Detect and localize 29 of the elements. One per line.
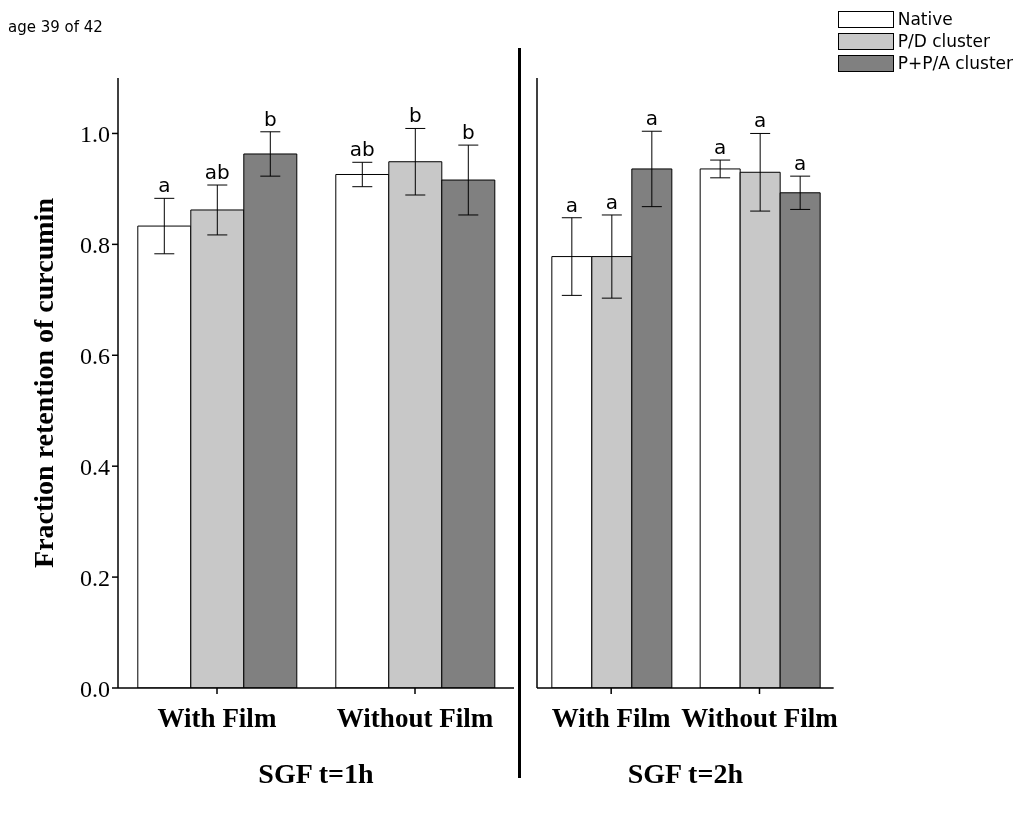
legend-label: Native (897, 9, 953, 29)
x-tick-label: Without Film (681, 703, 839, 734)
y-tick-label: 0.8 (80, 231, 110, 258)
y-tick-label: 1.0 (80, 120, 110, 147)
y-axis-title: Fraction retention of curcumin (27, 197, 59, 568)
legend-label: P/D cluster (897, 31, 990, 51)
annotation: ab (204, 160, 230, 185)
legend-label: P+P/A cluster (897, 53, 1013, 73)
annotation: b (263, 106, 277, 131)
annotation: a (565, 192, 578, 217)
annotation: b (408, 103, 422, 128)
annotation: a (754, 108, 767, 133)
annotation: ab (349, 137, 375, 162)
annotation: a (605, 189, 618, 214)
annotation: a (794, 151, 807, 176)
annotation: a (645, 106, 658, 131)
x-tick-label: With Film (157, 703, 277, 734)
y-tick-label: 0.6 (80, 342, 110, 369)
annotation: a (158, 173, 171, 198)
text: age 39 of 42 (8, 18, 103, 36)
y-tick-label: 0.2 (80, 564, 110, 591)
x-axis-title: SGF t=2h (627, 758, 744, 789)
x-tick-label: Without Film (336, 703, 494, 734)
annotation: b (461, 120, 475, 145)
annotation: a (714, 135, 727, 160)
x-tick-label: With Film (551, 703, 672, 734)
y-tick-label: 0.0 (80, 675, 110, 702)
x-axis-title: SGF t=1h (258, 758, 375, 789)
y-tick-label: 0.4 (80, 453, 110, 480)
